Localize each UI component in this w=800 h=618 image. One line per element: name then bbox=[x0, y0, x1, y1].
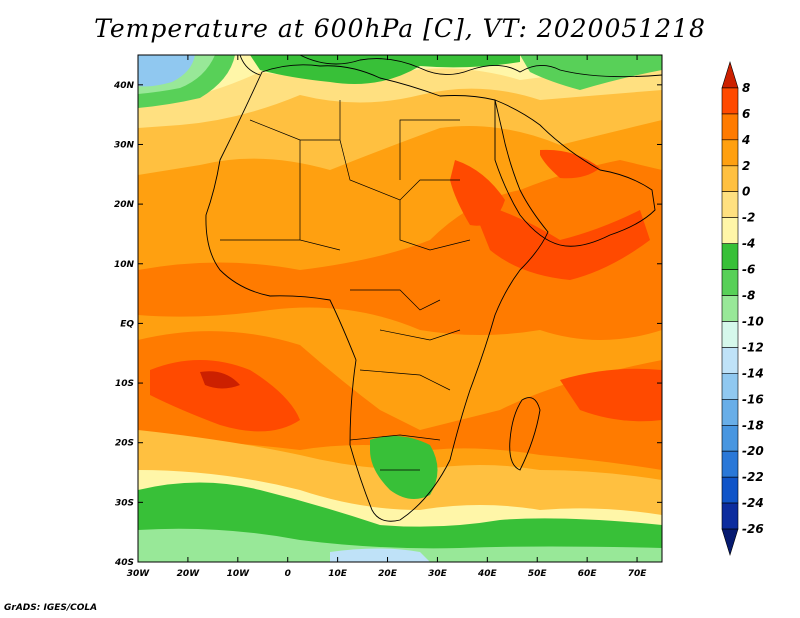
field-band-nw-blue bbox=[138, 55, 195, 87]
colorbar-swatch bbox=[721, 269, 739, 296]
field-south-blue bbox=[330, 548, 430, 562]
lon-label: 30E bbox=[428, 569, 448, 579]
field-southafrica-green bbox=[370, 436, 438, 499]
colorbar-label: -4 bbox=[742, 237, 755, 251]
colorbar-swatch bbox=[721, 373, 739, 400]
borders bbox=[220, 100, 471, 471]
colorbar-label: 6 bbox=[742, 107, 750, 121]
colorbar-label: -14 bbox=[742, 366, 764, 380]
colorbar-swatch bbox=[721, 347, 739, 374]
colorbar-label: 4 bbox=[741, 133, 750, 147]
temperature-map: 40N 30N 20N 10N EQ 10S 20S 30S 40S 30W 20W 10W 0 10E… bbox=[113, 54, 764, 579]
colorbar-label: -16 bbox=[742, 392, 764, 406]
colorbar: 8 6 4 2 0 -2 -4 -6 -8 -10 -12 -14 -16 -18 -20 -22 -24 -26 bbox=[721, 60, 764, 557]
arabia-coastline bbox=[494, 99, 656, 247]
lon-label: 10W bbox=[227, 569, 251, 579]
lon-label: 40E bbox=[477, 569, 498, 579]
lat-label: 30N bbox=[114, 140, 135, 150]
grads-credit: GrADS: IGES/COLA bbox=[4, 603, 98, 613]
lat-label: 30S bbox=[115, 498, 134, 508]
colorbar-swatch bbox=[721, 399, 739, 426]
colorbar-swatch bbox=[721, 528, 739, 557]
field-band-north-green bbox=[250, 55, 520, 84]
colorbar-swatch bbox=[721, 139, 739, 167]
europe-coast bbox=[239, 55, 662, 78]
colorbar-swatch bbox=[721, 243, 739, 270]
lon-label: 30W bbox=[127, 569, 151, 579]
colorbar-label: -20 bbox=[742, 444, 764, 458]
colorbar-swatch bbox=[721, 502, 739, 530]
field-south-lightgreen bbox=[138, 528, 662, 562]
lat-label: 20S bbox=[115, 439, 134, 449]
colorbar-label: 2 bbox=[742, 159, 750, 173]
colorbar-label: -8 bbox=[742, 289, 755, 303]
colorbar-swatch bbox=[721, 113, 739, 141]
colorbar-label: -18 bbox=[742, 418, 764, 432]
lon-label: 50E bbox=[528, 569, 548, 579]
madagascar bbox=[509, 397, 541, 471]
colorbar-label: -10 bbox=[742, 314, 764, 328]
field-core-red bbox=[200, 371, 240, 389]
lat-label: 10N bbox=[114, 260, 135, 270]
latitude-axis: 40N 30N 20N 10N EQ 10S 20S 30S 40S bbox=[113, 81, 662, 568]
field-hot-redsea bbox=[450, 160, 505, 226]
colorbar-swatch bbox=[721, 295, 739, 322]
plot-frame bbox=[137, 54, 663, 563]
colorbar-label: -22 bbox=[742, 470, 764, 484]
colorbar-label: -6 bbox=[742, 263, 755, 277]
map-title: Temperature at 600hPa [C], VT: 202005121… bbox=[94, 14, 706, 43]
colorbar-label: -12 bbox=[742, 340, 764, 354]
field-hot-west bbox=[150, 360, 300, 432]
colorbar-swatch bbox=[721, 60, 739, 89]
colorbar-label: 8 bbox=[742, 81, 750, 95]
colorbar-swatch bbox=[721, 191, 739, 218]
lon-label: 20W bbox=[177, 569, 201, 579]
colorbar-label: -26 bbox=[742, 522, 764, 536]
field-hot-gulf bbox=[540, 149, 600, 179]
colorbar-swatch bbox=[721, 450, 739, 478]
field-hot-arabia bbox=[470, 200, 650, 280]
lat-label: EQ bbox=[120, 319, 134, 329]
colorbar-label: -2 bbox=[742, 211, 755, 225]
colorbar-label: 0 bbox=[742, 185, 750, 199]
lon-label: 0 bbox=[285, 569, 291, 579]
africa-coastline bbox=[205, 64, 549, 522]
colorbar-swatch bbox=[721, 476, 739, 504]
longitude-axis: 30W 20W 10W 0 10E 20E 30E 40E 50E 60E 70E bbox=[127, 55, 647, 579]
field-band-north-green-east bbox=[520, 55, 662, 90]
lat-label: 20N bbox=[114, 200, 135, 210]
lon-label: 20E bbox=[378, 569, 398, 579]
colorbar-swatch bbox=[721, 87, 739, 115]
colorbar-swatch bbox=[721, 321, 739, 348]
lat-label: 40N bbox=[113, 81, 135, 91]
lon-label: 10E bbox=[328, 569, 348, 579]
field-warm-sahel bbox=[138, 160, 662, 340]
lon-label: 70E bbox=[628, 569, 648, 579]
lat-label: 40S bbox=[114, 558, 134, 568]
lat-label: 10S bbox=[115, 379, 134, 389]
field-warm-south bbox=[138, 331, 662, 470]
colorbar-swatch bbox=[721, 217, 739, 244]
map-outlines bbox=[205, 55, 662, 522]
field-hot-east-ocean bbox=[560, 368, 662, 422]
temperature-field bbox=[138, 55, 662, 562]
lon-label: 60E bbox=[578, 569, 598, 579]
colorbar-swatch bbox=[721, 165, 739, 193]
colorbar-label: -24 bbox=[742, 496, 764, 510]
colorbar-swatch bbox=[721, 424, 739, 452]
